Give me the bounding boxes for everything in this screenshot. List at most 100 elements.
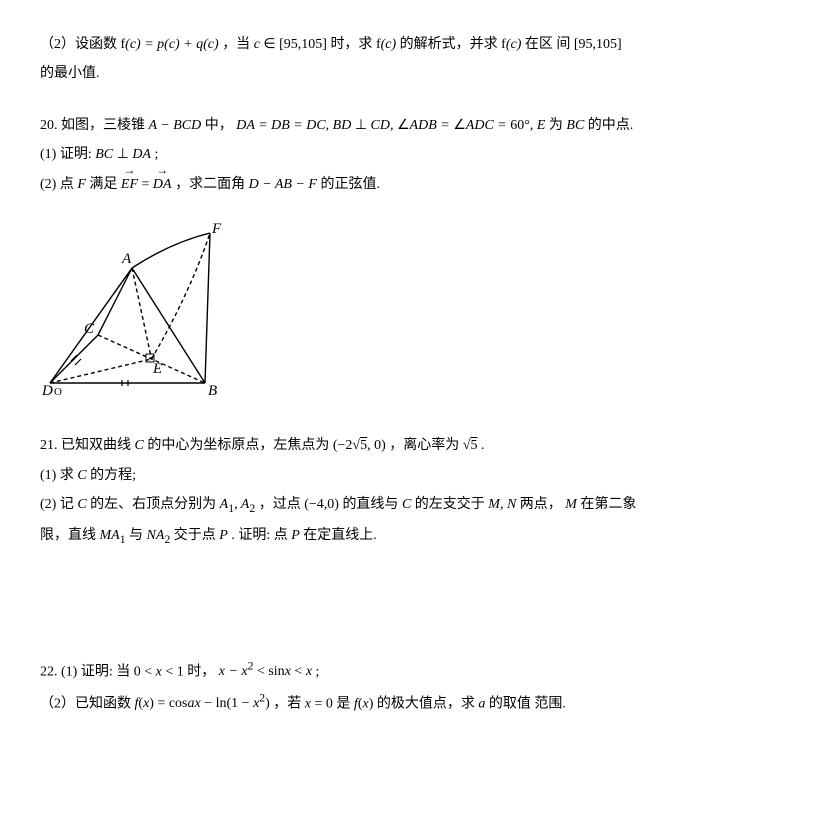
text: (2) 记: [40, 497, 77, 512]
text: (2) 点: [40, 177, 77, 192]
math-expr: f(c): [376, 37, 396, 52]
math-expr: M, N: [488, 497, 516, 512]
vector-EF: EF: [121, 170, 138, 199]
text: ，离心率为: [389, 438, 463, 453]
problem-21: 21. 已知双曲线 C 的中心为坐标原点，左焦点为 (−2√5, 0) ，离心率…: [40, 431, 776, 552]
math-var: P: [291, 528, 300, 543]
math-expr: DA = DB = DC, BD ⊥ CD, ∠ADB = ∠ADC = 60°…: [236, 118, 545, 133]
math-expr: x = 0: [305, 696, 333, 711]
label-A: A: [121, 251, 132, 267]
edge-DC: [50, 335, 98, 383]
math-expr: f(x): [354, 696, 373, 711]
text: ，当: [222, 37, 254, 52]
math-var: a: [478, 696, 485, 711]
math-var: C: [77, 497, 86, 512]
math-expr: 0 < x < 1: [134, 664, 184, 679]
tick-mark: [71, 355, 77, 361]
text: （2）设函数: [40, 37, 121, 52]
q20-lead: 20. 如图，三棱锥 A − BCD 中， DA = DB = DC, BD ⊥…: [40, 111, 776, 140]
vertical-gap: [40, 575, 776, 655]
text: 时，: [187, 664, 215, 679]
text: 的左、右顶点分别为: [90, 497, 220, 512]
q22-part1: 22. (1) 证明: 当 0 < x < 1 时， x − x2 < sinx…: [40, 655, 776, 687]
edge-FB: [205, 233, 210, 383]
text: 中，: [205, 118, 233, 133]
text: 的极大值点，求: [377, 696, 479, 711]
text: 20. 如图，三棱锥: [40, 118, 149, 133]
text: 的中点.: [588, 118, 634, 133]
text: 两点，: [520, 497, 562, 512]
q19b-line2: 的最小值.: [40, 59, 776, 88]
math-var: C: [402, 497, 411, 512]
edge-AB: [132, 268, 205, 383]
text: 的直线与: [342, 497, 402, 512]
text: 交于点: [174, 528, 220, 543]
label-E: E: [152, 361, 162, 377]
tetrahedron-svg: D O B C A F E: [40, 213, 250, 398]
tick-mark: [75, 359, 81, 365]
q21-lead: 21. 已知双曲线 C 的中心为坐标原点，左焦点为 (−2√5, 0) ，离心率…: [40, 431, 776, 460]
math-expr: √5: [463, 438, 478, 453]
math-var: P: [219, 528, 228, 543]
text: 的解析式，并求: [400, 37, 502, 52]
math-expr: MA1: [100, 528, 126, 543]
q21-part2-l2: 限，直线 MA1 与 NA2 交于点 P . 证明: 点 P 在定直线上.: [40, 521, 776, 552]
q19b-line1: （2）设函数 f(c) = p(c) + q(c) ，当 c ∈ [95,105…: [40, 30, 776, 59]
text: . 证明: 点: [231, 528, 291, 543]
text: 时，求: [330, 37, 376, 52]
text: .: [481, 438, 485, 453]
text: 与: [129, 528, 147, 543]
q22-part2: （2）已知函数 f(x) = cosax − ln(1 − x2) ，若 x =…: [40, 687, 776, 719]
math-expr: A − BCD: [149, 118, 202, 133]
math-expr: [95,105]: [574, 37, 622, 52]
math-var: M: [565, 497, 577, 512]
text: 在定直线上.: [303, 528, 377, 543]
text: 22. (1) 证明: 当: [40, 664, 134, 679]
text: 的中心为坐标原点，左焦点为: [147, 438, 333, 453]
text: 的左支交于: [415, 497, 489, 512]
text: 是: [336, 696, 354, 711]
q21-part1: (1) 求 C 的方程;: [40, 461, 776, 490]
problem-19-part2: （2）设函数 f(c) = p(c) + q(c) ，当 c ∈ [95,105…: [40, 30, 776, 89]
math-expr: BC: [566, 118, 584, 133]
vector-DA: DA: [153, 170, 172, 199]
math-expr: D − AB − F: [249, 177, 317, 192]
text: 在第二象: [580, 497, 636, 512]
text: =: [142, 177, 153, 192]
tetrahedron-figure: D O B C A F E: [40, 213, 776, 409]
text: 21. 已知双曲线: [40, 438, 135, 453]
label-D: D: [41, 383, 53, 398]
text: ，若: [273, 696, 305, 711]
math-expr: A1, A2: [220, 497, 256, 512]
text: 限，直线: [40, 528, 100, 543]
text: ，求二面角: [175, 177, 249, 192]
text: 满足: [89, 177, 121, 192]
problem-22: 22. (1) 证明: 当 0 < x < 1 时， x − x2 < sinx…: [40, 655, 776, 719]
q20-part1: (1) 证明: BC ⊥ DA ;: [40, 140, 776, 169]
math-var: C: [135, 438, 144, 453]
math-expr: f(x) = cosax − ln(1 − x2): [135, 696, 270, 711]
math-expr: (−4,0): [304, 497, 339, 512]
label-F: F: [211, 221, 222, 237]
math-expr: f(c) = p(c) + q(c): [121, 37, 219, 52]
text: （2）已知函数: [40, 696, 135, 711]
label-C: C: [84, 321, 95, 337]
problem-20: 20. 如图，三棱锥 A − BCD 中， DA = DB = DC, BD ⊥…: [40, 111, 776, 410]
text: (1) 证明:: [40, 147, 95, 162]
math-var: C: [77, 468, 86, 483]
edge-AF: [132, 233, 210, 268]
text: 的取值 范围.: [489, 696, 566, 711]
math-expr: f(c): [501, 37, 521, 52]
math-expr: (−2√5, 0): [333, 438, 386, 453]
label-O: O: [54, 386, 62, 398]
q20-part2: (2) 点 F 满足 EF = DA ，求二面角 D − AB − F 的正弦值…: [40, 170, 776, 199]
math-expr: NA2: [147, 528, 171, 543]
text: 的最小值.: [40, 66, 100, 81]
math-var: F: [77, 177, 86, 192]
q21-part2-l1: (2) 记 C 的左、右顶点分别为 A1, A2 ，过点 (−4,0) 的直线与…: [40, 490, 776, 521]
text: ;: [316, 664, 320, 679]
text: ，过点: [259, 497, 305, 512]
text: (1) 求: [40, 468, 77, 483]
edge-AC: [98, 268, 132, 335]
math-expr: c ∈ [95,105]: [254, 37, 327, 52]
